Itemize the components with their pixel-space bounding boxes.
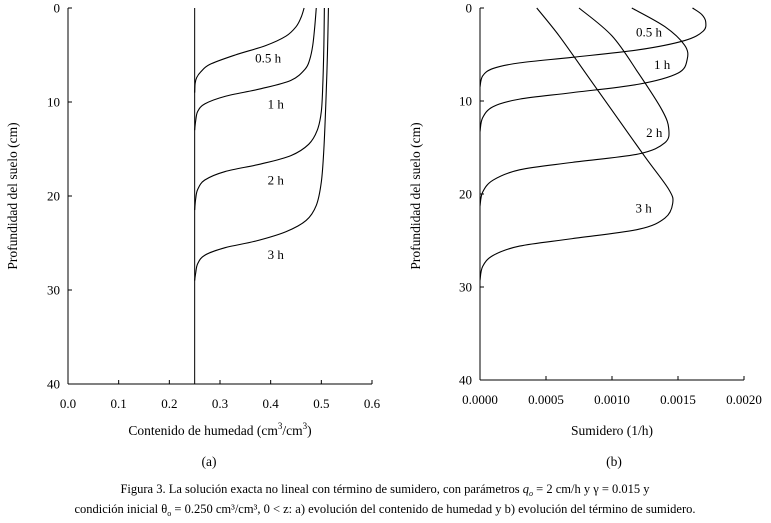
y-axis-label-a: Profundidad del suelo (cm) (5, 122, 20, 269)
x-tick-label: 0.4 (263, 396, 280, 411)
y-tick-label: 30 (47, 283, 60, 298)
caption-line-1: Figura 3. La solución exacta no lineal c… (120, 482, 650, 498)
series-line-3-h (479, 7, 674, 281)
x-tick-label: 0.0010 (594, 392, 630, 407)
series-label: 3 h (268, 247, 285, 262)
ticks-a: 0.0 0.1 0.2 0.3 0.4 0.5 0.6 0 10 20 30 40 (47, 1, 381, 412)
series-label: 1 h (654, 57, 671, 72)
x-tick-label: 0.1 (111, 396, 127, 411)
series-line-1-h (194, 7, 317, 131)
y-tick-label: 40 (459, 373, 472, 388)
series-line-2-h (479, 7, 670, 207)
series-label: 2 h (646, 125, 663, 140)
y-axis-label-b: Profundidad del suelo (cm) (408, 122, 423, 269)
y-tick-label: 20 (47, 189, 60, 204)
figure-caption: Figura 3. La solución exacta no lineal c… (74, 482, 695, 518)
y-tick-label: 0 (54, 1, 61, 16)
series-label: 2 h (268, 173, 285, 188)
series-line-3-h (194, 7, 329, 281)
x-tick-label: 0.0015 (660, 392, 696, 407)
x-tick-label: 0.0020 (726, 392, 762, 407)
x-tick-label: 0.5 (313, 396, 329, 411)
series-label: 1 h (268, 96, 285, 111)
series-line-0-5-h (194, 7, 305, 93)
y-tick-label: 10 (47, 95, 60, 110)
x-tick-label: 0.0005 (528, 392, 564, 407)
panel-a: 0.0 0.1 0.2 0.3 0.4 0.5 0.6 0 10 20 30 40 0.5 h 1 h 2… (5, 1, 381, 470)
x-tick-label: 0.3 (212, 396, 228, 411)
y-tick-label: 20 (459, 187, 472, 202)
x-tick-label: 0.2 (161, 396, 177, 411)
x-tick-label: 0.6 (364, 396, 381, 411)
series-line-0-5-h (479, 7, 707, 88)
series-label: 3 h (636, 200, 653, 215)
curves-a: 0.5 h 1 h 2 h 3 h (194, 7, 329, 281)
y-tick-label: 0 (466, 1, 473, 16)
panel-b: 0.0000 0.0005 0.0010 0.0015 0.0020010203040 … (408, 1, 762, 470)
x-tick-label: 0.0 (60, 396, 76, 411)
x-axis-label-a: Contenido de humedad (cm3/cm3) (128, 421, 311, 438)
x-axis-label-b: Sumidero (1/h) (571, 423, 653, 438)
caption-line-2: condición inicial θo = 0.250 cm³/cm³, 0 … (74, 502, 695, 518)
ticks-b: 0.0000 0.0005 0.0010 0.0015 0.0020 0 10 20 30 40 (459, 1, 762, 408)
y-tick-label: 40 (47, 377, 60, 392)
series-line-1-h (479, 7, 689, 132)
series-label: 0.5 h (636, 25, 663, 40)
y-tick-label: 30 (459, 280, 472, 295)
panel-label-b: (b) (606, 454, 622, 469)
panel-label-a: (a) (202, 454, 217, 469)
y-tick-label: 10 (459, 94, 472, 109)
curves-b: 0.5 h 1 h 2 h 3 h (479, 7, 707, 281)
x-tick-label: 0.0000 (462, 392, 498, 407)
series-label: 0.5 h (255, 50, 282, 65)
series-line-2-h (194, 7, 325, 211)
